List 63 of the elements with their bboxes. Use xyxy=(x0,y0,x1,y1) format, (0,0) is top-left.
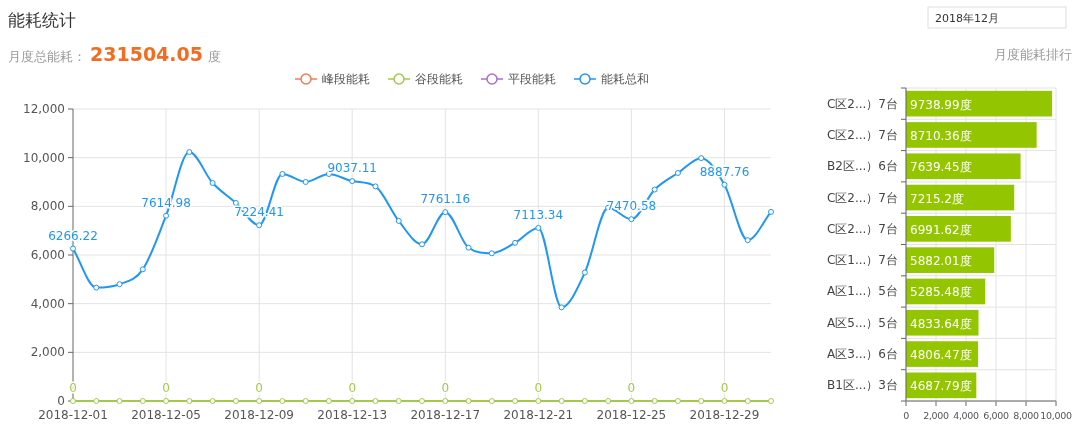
text: 度 xyxy=(207,49,221,64)
y-tick-label: C区2...）7台 xyxy=(826,221,898,236)
y-tick-label: C区2...）7台 xyxy=(826,127,898,142)
y-tick-label: A区3...）6台 xyxy=(827,347,898,362)
x-tick-label: 2018-12-25 xyxy=(596,408,667,422)
x-tick-label: 2,000 xyxy=(923,410,950,421)
data-label: 0 xyxy=(441,381,450,395)
data-label: 6266.22 xyxy=(48,228,98,243)
text: 月度总能耗： xyxy=(8,49,86,64)
y-tick-label: 2,000 xyxy=(30,345,65,360)
y-tick-label: C区2...）7台 xyxy=(826,96,898,111)
x-tick-label: 2018-12-17 xyxy=(410,408,481,422)
y-tick-label: C区2...）7台 xyxy=(826,190,898,205)
y-tick-label: 6,000 xyxy=(30,248,65,262)
y-tick-label: 12,000 xyxy=(23,102,65,116)
x-tick-label: 8,000 xyxy=(1013,410,1040,421)
data-label: 7639.45度 xyxy=(910,160,972,175)
data-label: 4833.64度 xyxy=(910,316,972,331)
data-label: 6991.62度 xyxy=(910,222,972,237)
y-tick-label: 4,000 xyxy=(30,296,65,311)
data-label: 0 xyxy=(255,381,263,395)
x-tick-label: 6,000 xyxy=(983,410,1010,421)
legend-label: 能耗总和 xyxy=(601,72,649,86)
y-tick-label: A区5...）5台 xyxy=(827,315,898,330)
y-tick-label: 0 xyxy=(57,394,65,408)
data-label: 5882.01度 xyxy=(910,254,972,269)
data-label: 9738.99度 xyxy=(910,97,972,112)
x-tick-label: 2018-12-05 xyxy=(131,408,201,422)
data-label: 5285.48度 xyxy=(910,285,972,300)
chart-title: 月度能耗排行 xyxy=(994,47,1072,62)
y-tick-label: A区1...）5台 xyxy=(827,284,898,299)
legend-label: 谷段能耗 xyxy=(415,72,463,86)
x-tick-label: 0 xyxy=(903,410,910,421)
data-label: 8710.36度 xyxy=(910,128,972,143)
x-tick-label: 2018-12-01 xyxy=(38,408,108,422)
text: 能耗统计 xyxy=(8,10,76,30)
data-label: 0 xyxy=(534,381,543,395)
x-tick-label: 2018-12-09 xyxy=(224,408,295,422)
data-label: 0 xyxy=(69,381,77,395)
data-label: 4687.79度 xyxy=(910,379,972,394)
y-tick-label: B1区...）3台 xyxy=(827,378,898,393)
legend-label: 平段能耗 xyxy=(508,72,556,86)
x-tick-label: 10,000 xyxy=(1040,410,1072,421)
x-tick-label: 2018-12-13 xyxy=(317,408,388,422)
text: 231504.05 xyxy=(90,43,203,65)
data-label: 7113.34 xyxy=(513,207,564,222)
data-label: 7215.2度 xyxy=(910,191,964,206)
legend-label: 峰段能耗 xyxy=(322,72,370,86)
data-label: 0 xyxy=(162,381,170,395)
data-label: 4806.47度 xyxy=(910,348,972,363)
y-tick-label: B2区...）6台 xyxy=(827,159,898,174)
y-tick-label: 8,000 xyxy=(30,199,65,214)
y-tick-label: C区1...）7台 xyxy=(826,253,898,268)
x-tick-label: 2018-12-29 xyxy=(689,408,760,422)
x-tick-label: 2018-12-21 xyxy=(503,408,574,422)
data-label: 7761.16 xyxy=(420,192,471,207)
data-label: 0 xyxy=(627,381,636,395)
data-label: 9037.11 xyxy=(327,161,378,176)
data-label: 0 xyxy=(348,381,357,395)
x-tick-label: 4,000 xyxy=(953,410,980,421)
y-tick-label: 10,000 xyxy=(23,150,65,165)
data-label: 0 xyxy=(720,381,729,395)
text: 2018年12月 xyxy=(935,12,999,25)
